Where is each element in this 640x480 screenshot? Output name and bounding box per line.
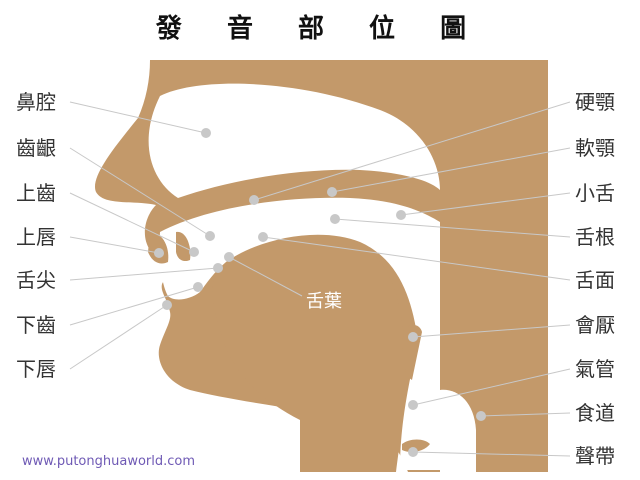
label-alveolar-ridge: 齒齦 [16, 136, 56, 160]
label-tongue-root: 舌根 [575, 225, 615, 249]
pointer-dot-upper-lip [154, 248, 164, 258]
pointer-line-esophagus [480, 412, 571, 417]
pointer-dot-tongue-root [330, 214, 340, 224]
diagram-title: 發 音 部 位 圖 [155, 14, 485, 44]
pointer-dot-tongue-blade [224, 252, 234, 262]
pointer-dot-epiglottis [408, 332, 418, 342]
esophagus-shape [440, 389, 476, 472]
pointer-line-alveolar-ridge [69, 147, 211, 237]
pointer-dot-vocal-cords [408, 447, 418, 457]
label-vocal-cords: 聲帶 [575, 444, 615, 468]
pointer-line-soft-palate [331, 147, 571, 193]
website-url: www.putonghuaworld.com [22, 454, 196, 469]
pointer-dot-tongue-tip [213, 263, 223, 273]
pointer-dot-nasal-cavity [201, 128, 211, 138]
pointer-line-trachea [412, 368, 571, 406]
pointer-line-lower-teeth [69, 286, 199, 326]
label-epiglottis: 會厭 [575, 313, 615, 337]
label-upper-lip: 上唇 [16, 225, 56, 249]
pointer-line-upper-lip [69, 236, 160, 254]
vocal-cord-shape [402, 439, 430, 452]
pointer-line-vocal-cords [412, 451, 571, 457]
nasal-cavity-shape [148, 83, 440, 198]
pointer-dot-esophagus [476, 411, 486, 421]
pointer-line-tongue-root [334, 218, 571, 238]
pointer-line-hard-palate [253, 101, 571, 201]
pointer-line-lower-lip [69, 304, 168, 370]
pointer-dot-hard-palate [249, 195, 259, 205]
pointer-line-tongue-surface [262, 236, 571, 281]
pointer-line-uvula [400, 192, 571, 216]
pointer-dot-trachea [408, 400, 418, 410]
pointer-dot-alveolar-ridge [205, 231, 215, 241]
label-nasal-cavity: 鼻腔 [16, 90, 56, 114]
label-trachea: 氣管 [575, 357, 615, 381]
label-esophagus: 食道 [575, 401, 615, 425]
pointer-line-upper-teeth [69, 192, 195, 253]
label-tongue-surface: 舌面 [575, 268, 615, 292]
pointer-dot-uvula [396, 210, 406, 220]
label-hard-palate: 硬顎 [575, 90, 615, 114]
pointer-dot-lower-teeth [193, 282, 203, 292]
pointer-lines [69, 101, 571, 457]
label-lower-teeth: 下齒 [16, 313, 56, 337]
pointer-line-tongue-blade [228, 256, 303, 297]
label-tongue-tip: 舌尖 [16, 268, 56, 292]
label-soft-palate: 軟顎 [575, 136, 615, 160]
pointer-line-epiglottis [412, 324, 571, 338]
pointer-dot-soft-palate [327, 187, 337, 197]
pointer-dot-tongue-surface [258, 232, 268, 242]
pointer-dots [154, 128, 486, 457]
pointer-dot-lower-lip [162, 300, 172, 310]
pointer-line-tongue-tip [69, 267, 219, 281]
pointer-dot-upper-teeth [189, 247, 199, 257]
label-tongue-blade: 舌葉 [306, 291, 342, 312]
pointer-line-nasal-cavity [69, 101, 207, 134]
label-lower-lip: 下唇 [16, 357, 56, 381]
label-uvula: 小舌 [575, 181, 615, 205]
label-upper-teeth: 上齒 [16, 181, 56, 205]
tongue-shape [212, 241, 406, 472]
